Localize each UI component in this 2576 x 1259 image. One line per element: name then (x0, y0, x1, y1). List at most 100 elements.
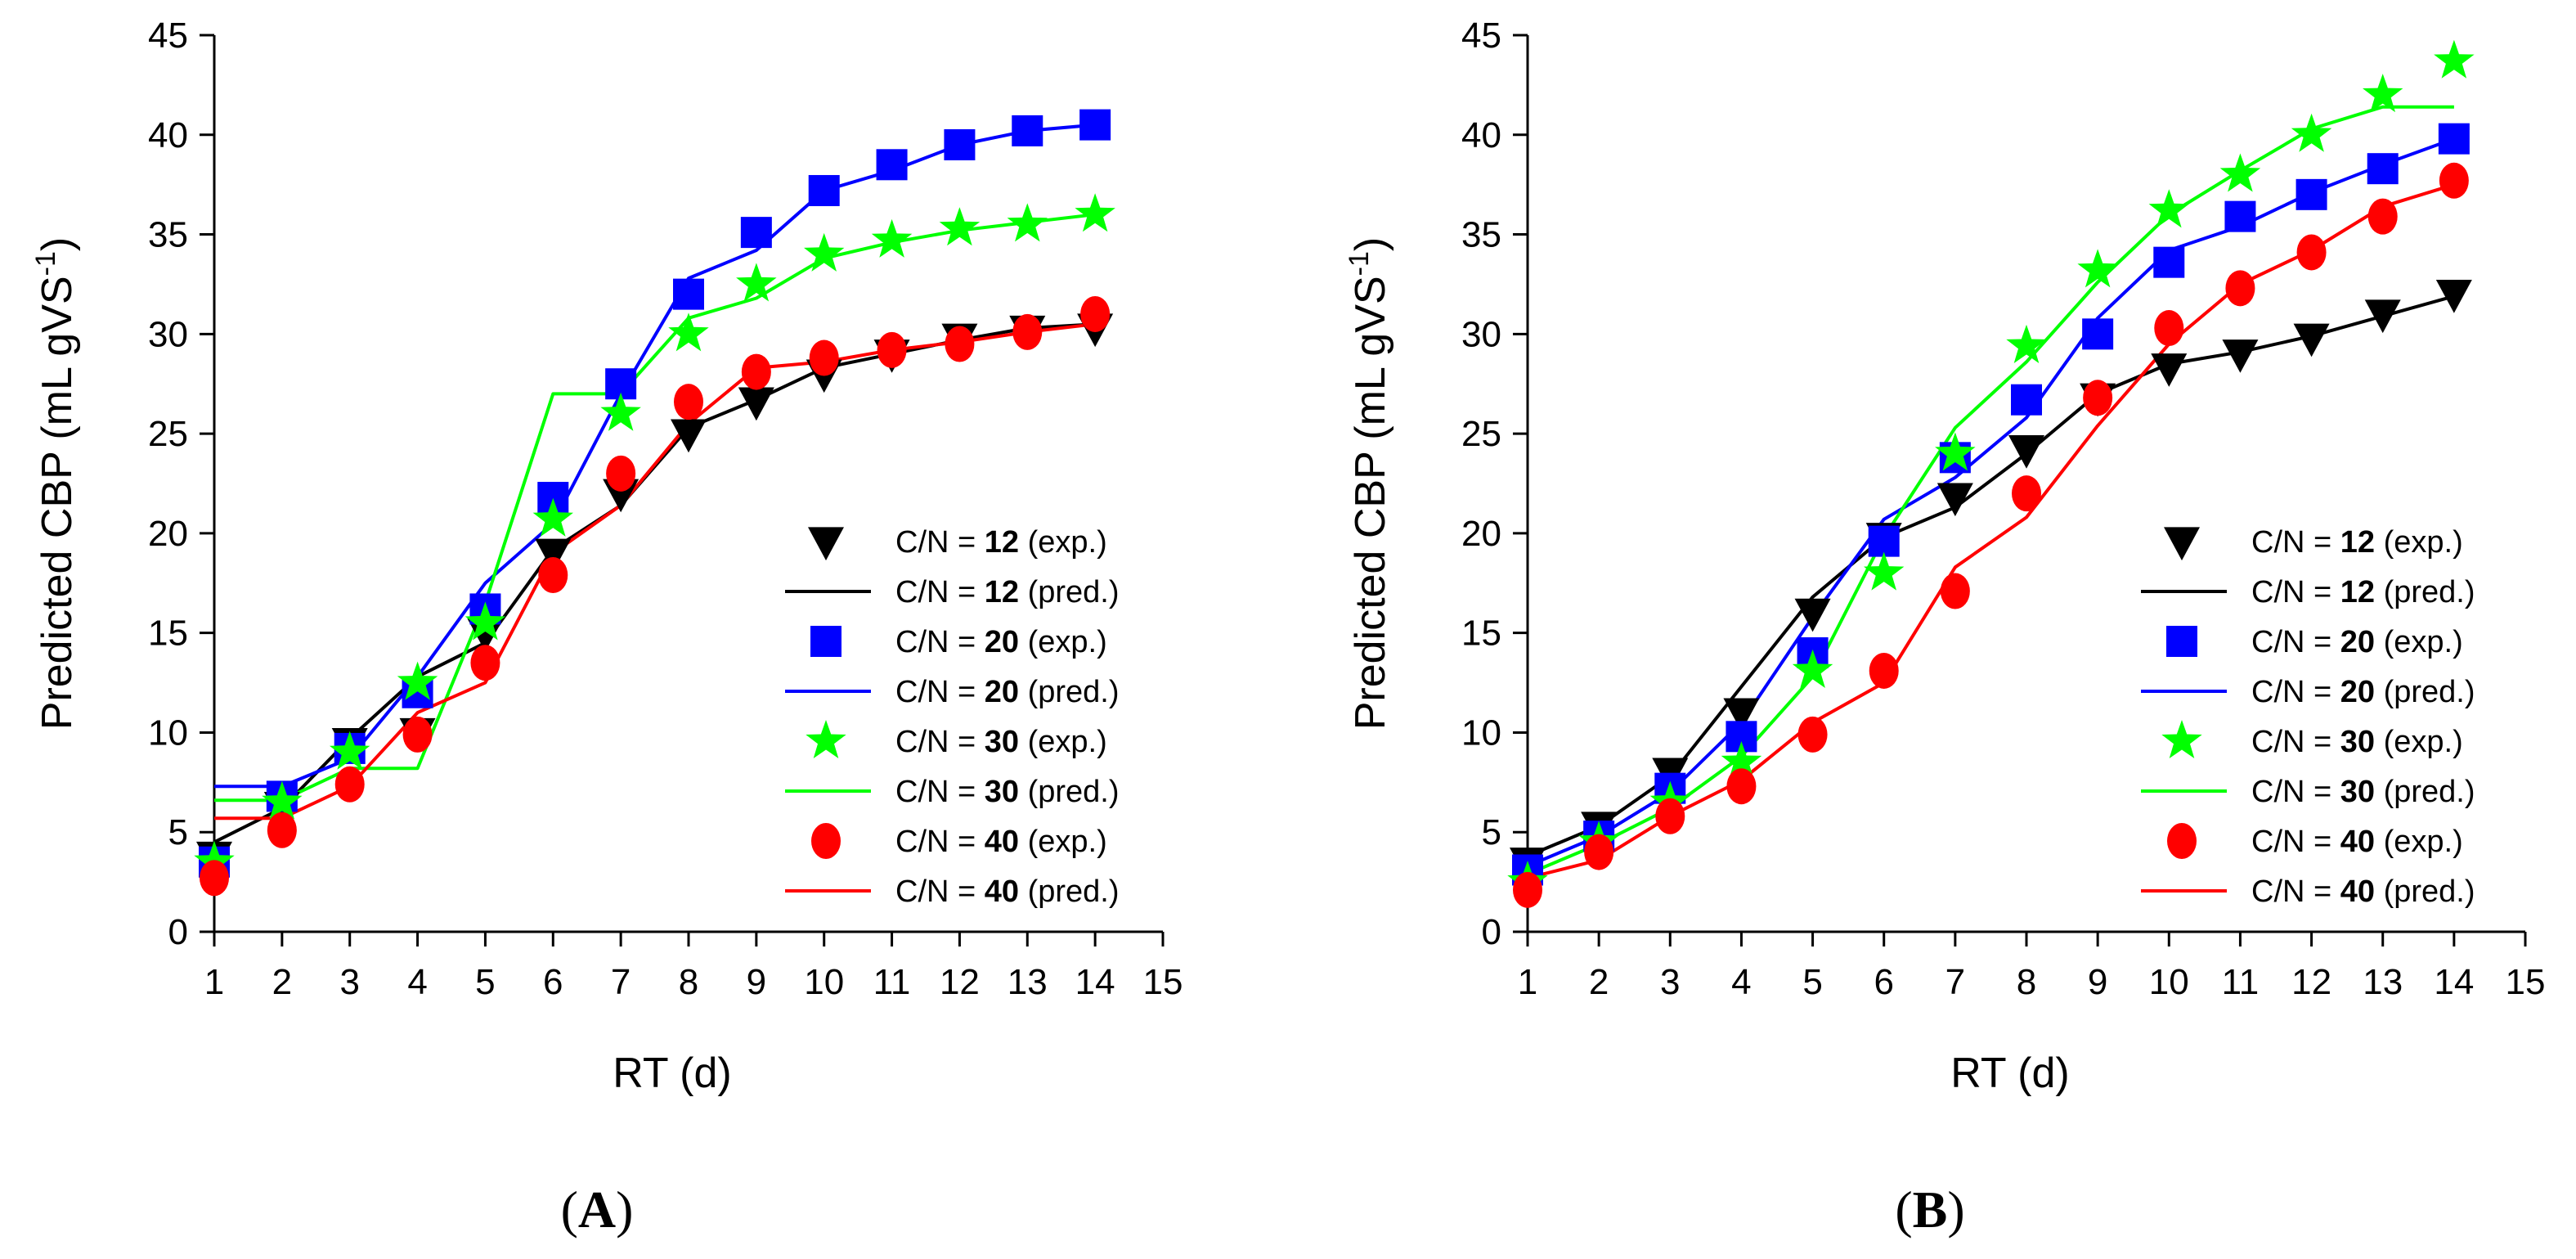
y-tick-label: 15 (1461, 614, 1501, 654)
data-point-cn-20-exp (740, 217, 772, 249)
legend-label-suffix: (pred.) (2375, 875, 2475, 909)
legend-label-suffix: (exp.) (1019, 625, 1107, 659)
x-tick-label: 5 (475, 962, 495, 1002)
data-point-cn-30-exp (2434, 39, 2475, 79)
y-tick-label: 0 (1482, 912, 1501, 952)
legend-label-suffix: (exp.) (2375, 725, 2463, 759)
data-point-cn-30-exp (2363, 74, 2403, 113)
y-tick-label: 35 (1461, 215, 1501, 255)
data-point-cn-12-exp (2435, 280, 2472, 313)
data-point-cn-30-exp (464, 601, 506, 641)
panel-label: (B) (1895, 1180, 1964, 1239)
panel-label-open: ( (1895, 1180, 1912, 1239)
data-point-cn-12-exp (1723, 698, 1760, 732)
legend-label-suffix: (exp.) (2375, 525, 2463, 560)
data-point-cn-40-exp (1513, 871, 1542, 908)
y-tick-label: 45 (1461, 16, 1501, 56)
x-tick-label: 9 (747, 962, 766, 1002)
y-tick-label: 20 (1461, 514, 1501, 554)
legend-label-prefix: C/N = (895, 775, 985, 809)
data-point-cn-30-exp (1007, 203, 1048, 242)
panel-label-close: ) (1947, 1180, 1964, 1239)
legend-label-value: 30 (2340, 725, 2375, 759)
y-tick-label: 10 (1461, 713, 1501, 753)
x-tick-label: 13 (1008, 962, 1048, 1002)
data-point-cn-20-exp (2153, 246, 2185, 278)
legend-marker-cn-20 (2166, 626, 2197, 657)
legend-marker-cn-12 (808, 527, 844, 561)
y-axis-title-sup: -1 (30, 251, 61, 276)
x-tick-label: 2 (272, 962, 292, 1002)
legend-label-prefix: C/N = (895, 725, 985, 759)
x-tick-label: 11 (873, 962, 911, 1002)
data-point-cn-30-exp (2219, 153, 2261, 192)
data-point-cn-20-exp (2082, 318, 2114, 350)
x-axis-title: RT (d) (1950, 1050, 2069, 1097)
legend-marker-cn-40 (2167, 823, 2197, 859)
data-point-cn-30-exp (1792, 649, 1833, 688)
x-tick-label: 14 (1075, 962, 1115, 1002)
x-tick-label: 7 (1945, 962, 1965, 1002)
legend-label: C/N = 40 (exp.) (2251, 825, 2463, 859)
data-point-cn-20-exp (2296, 178, 2327, 210)
data-point-cn-20-exp (2224, 200, 2256, 232)
data-point-cn-40-exp (1726, 768, 1757, 805)
data-point-cn-30-exp (939, 207, 981, 246)
data-point-cn-30-exp (736, 263, 777, 302)
x-tick-label: 10 (804, 962, 844, 1002)
legend-label: C/N = 12 (exp.) (2251, 525, 2463, 560)
legend-label-suffix: (pred.) (2375, 675, 2475, 709)
data-point-cn-40-exp (606, 455, 636, 492)
y-tick-label: 5 (1482, 812, 1501, 852)
legend-label-suffix: (exp.) (1019, 825, 1107, 859)
x-tick-label: 3 (1660, 962, 1680, 1002)
data-point-cn-30-exp (804, 232, 845, 272)
y-tick-label: 35 (148, 215, 188, 255)
legend-label-prefix: C/N = (2251, 675, 2340, 709)
data-point-cn-12-exp (671, 419, 707, 453)
legend-label-suffix: (exp.) (2375, 625, 2463, 659)
exp-markers (1507, 39, 2475, 908)
data-point-cn-40-exp (2367, 198, 2398, 235)
data-point-cn-40-exp (809, 339, 839, 376)
x-tick-label: 3 (339, 962, 359, 1002)
data-point-cn-20-exp (1012, 115, 1043, 146)
x-tick-label: 8 (2017, 962, 2036, 1002)
data-point-cn-30-exp (871, 218, 913, 258)
data-point-cn-12-exp (1794, 598, 1831, 632)
legend-label-prefix: C/N = (2251, 575, 2340, 609)
legend-label: C/N = 12 (pred.) (2251, 575, 2475, 609)
legend: C/N = 12 (exp.)C/N = 12 (pred.)C/N = 20 … (2141, 525, 2475, 909)
x-tick-label: 14 (2434, 962, 2474, 1002)
legend-label-value: 20 (2340, 675, 2375, 709)
data-point-cn-40-exp (2012, 475, 2041, 512)
data-point-cn-30-exp (262, 780, 303, 820)
data-point-cn-20-exp (1868, 525, 1900, 557)
legend-label-suffix: (pred.) (1019, 675, 1119, 709)
y-tick-label: 20 (148, 514, 188, 554)
data-point-cn-30-exp (2148, 189, 2189, 228)
y-tick-label: 5 (168, 812, 188, 852)
data-point-cn-40-exp (2296, 234, 2327, 271)
exp-markers (194, 109, 1115, 897)
data-point-cn-12-exp (2293, 323, 2330, 357)
legend-label-value: 30 (985, 775, 1019, 809)
legend-label-value: 12 (2340, 575, 2375, 609)
legend-marker-cn-30 (806, 720, 846, 758)
legend-label-value: 30 (2340, 775, 2375, 809)
data-point-cn-40-exp (674, 384, 703, 420)
x-tick-label: 12 (940, 962, 980, 1002)
legend-label-value: 40 (985, 825, 1019, 859)
data-point-cn-30-exp (2077, 249, 2118, 288)
legend-label: C/N = 40 (pred.) (895, 875, 1120, 909)
data-point-cn-12-exp (535, 538, 572, 573)
y-axis-title-main: Predicted CBP (mL gVS (1347, 276, 1394, 730)
data-point-cn-40-exp (877, 331, 907, 368)
legend-label-value: 30 (985, 725, 1019, 759)
y-tick-label: 45 (148, 16, 188, 56)
data-point-cn-40-exp (538, 557, 568, 594)
y-tick-label: 10 (148, 713, 188, 753)
y-axis-title-sup: -1 (1344, 251, 1375, 276)
